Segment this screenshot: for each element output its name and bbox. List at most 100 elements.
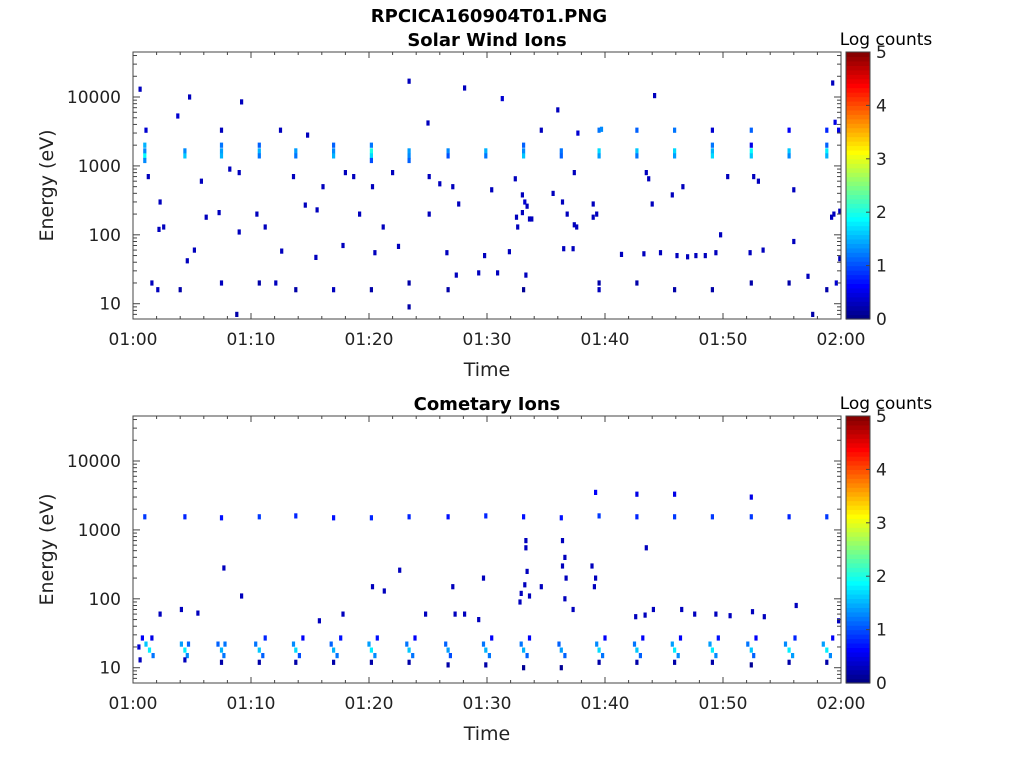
data-cell bbox=[183, 514, 187, 520]
data-cell bbox=[484, 153, 488, 159]
data-cell bbox=[291, 174, 296, 180]
data-cell bbox=[188, 94, 192, 100]
data-cell bbox=[255, 211, 259, 217]
colorbar-step bbox=[846, 127, 870, 133]
colorbar-step bbox=[846, 69, 870, 75]
data-cell bbox=[821, 641, 825, 647]
data-cell bbox=[787, 647, 791, 653]
data-cell bbox=[222, 653, 226, 659]
colorbar-step bbox=[846, 109, 870, 115]
data-cell bbox=[557, 641, 561, 647]
cometary-panel: 01:00 01:10 01:20 01:30 01:40 01:50 02:0010100… bbox=[36, 407, 887, 745]
data-cell bbox=[787, 280, 791, 286]
colorbar-tick-label: 0 bbox=[876, 674, 887, 694]
x-tick-label: 01:00 bbox=[109, 330, 158, 350]
data-cell bbox=[644, 170, 648, 176]
cometary-panel-title: Cometary Ions bbox=[413, 394, 561, 415]
x-tick-label: 01:20 bbox=[345, 330, 394, 350]
data-cell bbox=[143, 142, 147, 148]
data-cell bbox=[407, 148, 411, 154]
data-cell bbox=[150, 635, 154, 641]
solar-wind-cells bbox=[138, 78, 842, 317]
data-cell bbox=[341, 242, 345, 249]
colorbar-step bbox=[846, 518, 870, 524]
data-cell bbox=[728, 613, 732, 619]
data-cell bbox=[825, 514, 829, 520]
solar-wind-panel-title: Solar Wind Ions bbox=[407, 30, 567, 51]
solar-wind-y-axis-label: Energy (eV) bbox=[36, 129, 58, 241]
data-cell bbox=[143, 148, 147, 154]
data-cell bbox=[673, 491, 677, 497]
data-cell bbox=[756, 178, 760, 184]
colorbar-step bbox=[846, 567, 870, 573]
x-tick-label: 01:10 bbox=[227, 694, 276, 714]
cometary-cells bbox=[137, 489, 841, 671]
solar-wind-colorbar: 0 1 2 3 4 5 bbox=[845, 43, 887, 330]
data-cell bbox=[332, 153, 336, 159]
data-cell bbox=[427, 174, 431, 180]
cometary-colorbar: 0 1 2 3 4 5 bbox=[845, 407, 887, 694]
data-cell bbox=[673, 647, 677, 653]
x-tick-label: 01:30 bbox=[463, 694, 512, 714]
data-cell bbox=[575, 224, 579, 230]
data-cell bbox=[710, 127, 714, 133]
colorbar-step bbox=[846, 442, 870, 448]
colorbar-step bbox=[846, 669, 870, 675]
colorbar-step bbox=[846, 469, 870, 475]
data-cell bbox=[339, 635, 343, 641]
colorbar-step bbox=[846, 185, 870, 191]
data-cell bbox=[138, 86, 142, 92]
colorbar-step bbox=[846, 163, 870, 169]
data-cell bbox=[453, 611, 457, 617]
colorbar-tick-label: 2 bbox=[876, 203, 887, 223]
data-cell bbox=[176, 113, 180, 119]
colorbar-step bbox=[846, 549, 870, 555]
data-cell bbox=[726, 174, 730, 180]
colorbar-step bbox=[846, 114, 870, 120]
data-cell bbox=[138, 657, 142, 663]
data-cell bbox=[714, 653, 718, 659]
colorbar-step bbox=[846, 310, 870, 316]
colorbar-tick-label: 3 bbox=[876, 514, 887, 534]
data-cell bbox=[294, 148, 298, 154]
colorbar-step bbox=[846, 123, 870, 129]
data-cell bbox=[445, 250, 449, 256]
data-cell bbox=[332, 647, 336, 653]
data-cell bbox=[527, 635, 532, 641]
data-cell bbox=[525, 653, 529, 659]
colorbar-step bbox=[846, 256, 870, 262]
data-cell bbox=[329, 641, 333, 647]
data-cell bbox=[373, 250, 377, 256]
colorbar-step bbox=[846, 270, 870, 276]
colorbar-tick-label: 0 bbox=[876, 310, 887, 330]
data-cell bbox=[373, 653, 377, 659]
colorbar-step bbox=[846, 274, 870, 280]
data-cell bbox=[144, 127, 148, 133]
colorbar-step bbox=[846, 642, 870, 648]
colorbar-step bbox=[846, 158, 870, 164]
colorbar-step bbox=[846, 194, 870, 200]
data-cell bbox=[563, 554, 567, 560]
colorbar-step bbox=[846, 287, 870, 293]
data-cell bbox=[635, 659, 639, 665]
y-tick-label: 10 bbox=[99, 659, 121, 679]
colorbar-step bbox=[846, 154, 870, 160]
colorbar-step bbox=[846, 189, 870, 195]
data-cell bbox=[520, 192, 524, 198]
data-cell bbox=[523, 199, 527, 205]
data-cell bbox=[647, 176, 651, 182]
data-cell bbox=[257, 153, 261, 159]
data-cell bbox=[143, 153, 147, 159]
data-cell bbox=[670, 641, 674, 647]
colorbar-step bbox=[846, 265, 870, 271]
colorbar-step bbox=[846, 207, 870, 213]
data-cell bbox=[254, 641, 258, 647]
data-cell bbox=[749, 127, 753, 133]
data-cell bbox=[787, 514, 791, 520]
data-cell bbox=[343, 170, 347, 176]
data-cell bbox=[749, 153, 753, 159]
data-cell bbox=[837, 618, 841, 624]
data-cell bbox=[828, 653, 832, 659]
colorbar-tick-label: 5 bbox=[876, 43, 887, 63]
data-cell bbox=[572, 170, 576, 176]
